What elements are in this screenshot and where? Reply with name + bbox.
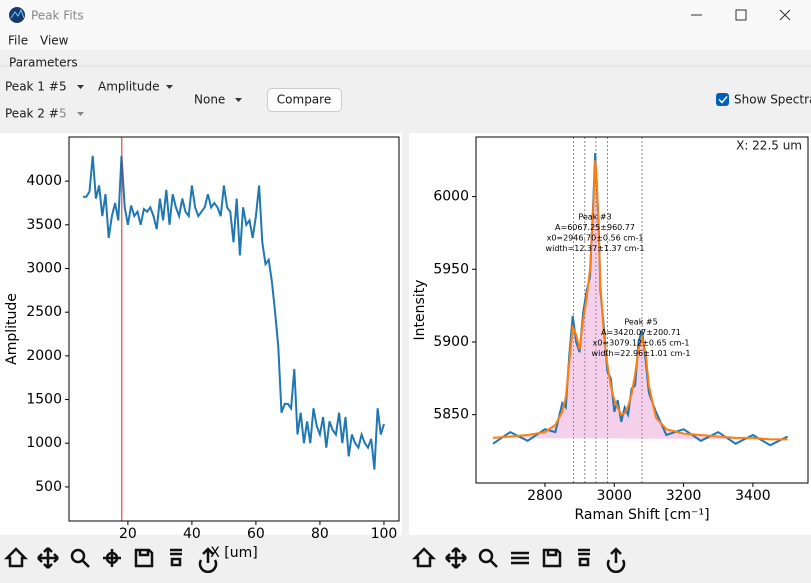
y-tick-label: 3500 xyxy=(26,217,62,233)
x-tick-label: 20 xyxy=(119,526,137,542)
toolbar-move[interactable] xyxy=(445,547,467,569)
x-axis-label: Raman Shift [cm⁻¹] xyxy=(574,507,709,523)
peak-annotation: A=6067.25±960.77 xyxy=(555,223,635,232)
toolbar-bin[interactable] xyxy=(170,548,182,567)
menu-view[interactable]: View xyxy=(40,34,69,48)
dropdown-arrow[interactable] xyxy=(166,85,173,89)
app-icon-wave xyxy=(10,8,25,19)
dropdown-arrow[interactable] xyxy=(235,98,242,102)
x-tick-label: 2800 xyxy=(527,488,563,504)
dropdown-arrow[interactable] xyxy=(77,112,84,116)
plot-frame xyxy=(68,136,400,522)
x-tick-label: 100 xyxy=(371,526,398,542)
y-tick-label: 1000 xyxy=(26,435,62,451)
x-tick-label: 40 xyxy=(183,526,201,542)
title-bar xyxy=(0,0,811,50)
toolbar-cfg[interactable] xyxy=(511,551,529,565)
toolbar-up[interactable] xyxy=(198,547,218,574)
y-tick-label: 6000 xyxy=(433,189,469,205)
peak2-label: Peak 2 # xyxy=(5,107,59,121)
x-tick-label: 3400 xyxy=(735,488,771,504)
x-tick-label: 80 xyxy=(311,526,329,542)
y-tick-label: 2000 xyxy=(26,348,62,364)
y-tick-label: 3000 xyxy=(26,260,62,276)
peak-annotation: x0=3079.12±0.65 cm-1 xyxy=(593,339,690,348)
peak-annotation: Peak #5 xyxy=(624,318,657,327)
y-axis-label: Intensity xyxy=(412,280,428,341)
toolbar-sub[interactable] xyxy=(103,549,121,567)
left-canvas xyxy=(0,133,402,535)
toolbar-save[interactable] xyxy=(542,548,562,568)
toolbars xyxy=(3,547,626,574)
toolbar-zoom[interactable] xyxy=(70,548,90,568)
toolbar-zoom[interactable] xyxy=(478,548,498,568)
y-tick-label: 5850 xyxy=(433,407,469,423)
x-tick-label: 60 xyxy=(247,526,265,542)
toolbar-move[interactable] xyxy=(37,547,59,569)
peak-annotation: width=12.37±1.37 cm-1 xyxy=(546,244,645,253)
quantity-select[interactable]: Amplitude xyxy=(98,80,160,94)
compare-button[interactable] xyxy=(267,88,342,112)
y-tick-label: 500 xyxy=(35,479,62,495)
compare-mode[interactable]: None xyxy=(194,93,225,107)
toolbar-up[interactable] xyxy=(606,547,626,574)
cursor-position: X: 22.5 um xyxy=(736,139,802,153)
peak1-label: Peak 1 # xyxy=(5,80,59,94)
y-tick-label: 4000 xyxy=(26,173,62,189)
x-tick-label: 3200 xyxy=(666,488,702,504)
y-tick-label: 2500 xyxy=(26,304,62,320)
peak2-value[interactable]: 5 xyxy=(59,107,67,121)
toolbar-home[interactable] xyxy=(3,547,29,568)
peak-annotation: x0=2946.70±0.56 cm-1 xyxy=(547,234,644,243)
peak1-value[interactable]: 5 xyxy=(59,80,67,94)
x-tick-label: 3000 xyxy=(596,488,632,504)
checkbox[interactable] xyxy=(716,93,729,106)
close[interactable] xyxy=(779,9,791,21)
y-axis-label: Amplitude xyxy=(4,293,20,365)
dropdown-arrow[interactable] xyxy=(77,85,84,89)
x-axis-label: X [um] xyxy=(210,545,257,561)
maximize[interactable] xyxy=(735,9,747,21)
y-tick-label: 5950 xyxy=(433,261,469,277)
menu-file[interactable]: File xyxy=(8,34,28,48)
checkmark xyxy=(718,96,728,104)
compare-button-label[interactable]: Compare xyxy=(277,93,331,107)
fit-area xyxy=(492,160,788,440)
toolbar-save[interactable] xyxy=(134,548,154,568)
data-line xyxy=(83,155,385,470)
window-title: Peak Fits xyxy=(31,9,84,23)
plot-frame xyxy=(475,136,809,484)
checkbox-label[interactable]: Show Spectra xyxy=(734,93,811,107)
group-label: Parameters xyxy=(9,56,78,70)
peak-annotation: Peak #3 xyxy=(578,213,611,222)
toolbar-home[interactable] xyxy=(411,547,437,568)
peak-annotation: width=22.96±1.01 cm-1 xyxy=(592,349,691,358)
toolbar-bin[interactable] xyxy=(578,548,590,567)
fit-line xyxy=(492,160,788,441)
peak-annotation: A=3420.07±200.71 xyxy=(601,328,681,337)
y-tick-label: 1500 xyxy=(26,392,62,408)
y-tick-label: 5900 xyxy=(433,334,469,350)
